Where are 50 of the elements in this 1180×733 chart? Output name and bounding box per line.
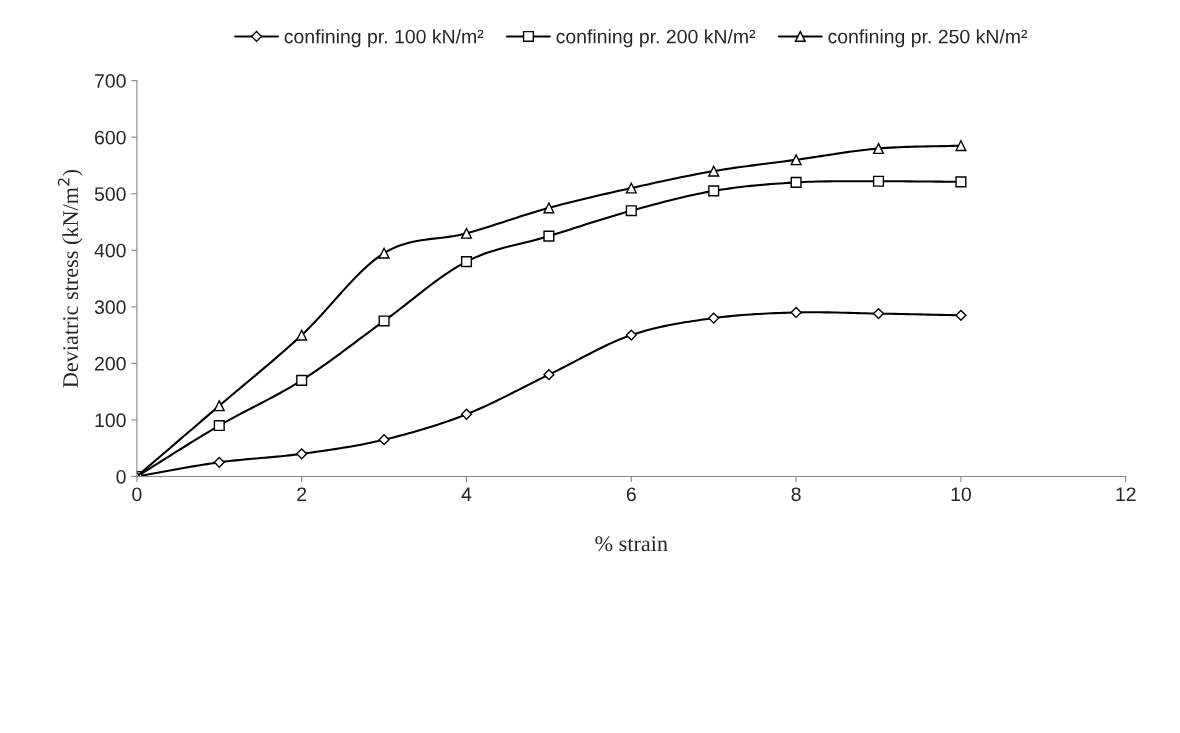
- x-tick-label: 2: [297, 487, 307, 501]
- x-tick-label: 6: [626, 487, 636, 502]
- point: [296, 448, 308, 460]
- y-tick-label: 700: [95, 74, 126, 88]
- point: [708, 312, 720, 324]
- point: [625, 182, 637, 194]
- point: [460, 227, 473, 239]
- y-tick-label: 500: [94, 187, 126, 201]
- point: [625, 205, 637, 217]
- y-tick-label: 400: [94, 243, 126, 258]
- point: [213, 456, 225, 468]
- x-tick-label: 8: [791, 487, 801, 502]
- point: [625, 329, 637, 341]
- point: [213, 400, 225, 412]
- point: [460, 256, 473, 268]
- legend-label: confining pr. 100 kN/m²: [284, 29, 484, 48]
- point: [543, 230, 555, 242]
- legend-label: confining pr. 200 kN/m²: [556, 29, 756, 48]
- point: [460, 408, 473, 420]
- y-tick-label: 300: [94, 300, 126, 315]
- point: [378, 434, 390, 446]
- y-tick-label: 200: [95, 356, 126, 371]
- point: [213, 420, 225, 432]
- x-tick-label: 10: [951, 487, 971, 502]
- point: [543, 202, 555, 214]
- point: [955, 309, 967, 321]
- point: [296, 374, 308, 386]
- point: [790, 176, 802, 188]
- y-tick-label: 100: [95, 413, 126, 428]
- x-tick-label: 0: [132, 487, 142, 502]
- y-tick-label: 600: [95, 130, 126, 145]
- point: [378, 315, 390, 327]
- point: [790, 154, 802, 166]
- point: [955, 176, 967, 188]
- y-axis-title: Deviatric stress (kN/m$^{2}$): [57, 169, 83, 388]
- point: [872, 307, 885, 320]
- point: [708, 185, 720, 197]
- x-tick-label: 12: [1116, 487, 1136, 501]
- point: [790, 306, 802, 319]
- point: [872, 175, 885, 187]
- legend-label: confining pr. 250 kN/m²: [828, 29, 1028, 48]
- point: [872, 142, 885, 155]
- point: [296, 329, 308, 341]
- point: [708, 165, 720, 177]
- point: [378, 247, 390, 259]
- point: [955, 140, 967, 152]
- x-tick-label: 4: [461, 487, 472, 501]
- y-tick-label: 0: [116, 469, 126, 484]
- x-axis-title: % strain: [595, 536, 668, 552]
- point: [543, 369, 555, 381]
